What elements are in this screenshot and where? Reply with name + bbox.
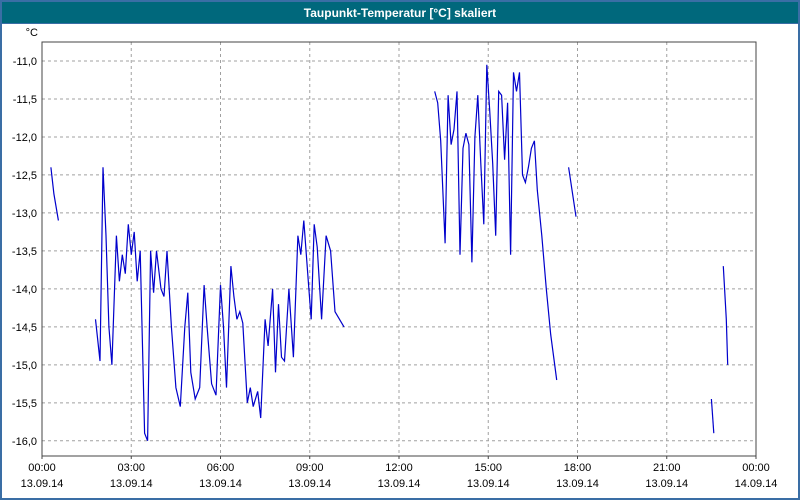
y-tick-label: -11,0 (13, 56, 37, 68)
x-tick-time-label: 15:00 (474, 462, 502, 474)
x-tick-time-label: 18:00 (564, 462, 592, 474)
x-tick-time-label: 00:00 (742, 462, 770, 474)
y-tick-label: -12,5 (12, 170, 37, 182)
plot-svg: °C -11,0 -11,5 -12,0 -12,5 -13,0 -13,5 -14,0 -14… (12, 27, 778, 490)
y-tick-label: -15,0 (12, 360, 37, 372)
y-axis-unit-label: °C (26, 27, 38, 39)
y-tick-label: -12,0 (12, 132, 37, 144)
data-line-segment (50, 167, 59, 221)
y-tick-label: -11,5 (13, 94, 37, 106)
x-tick-date-label: 13.09.14 (288, 478, 331, 490)
chart-title: Taupunkt-Temperatur [°C] skaliert (303, 6, 497, 20)
y-tick-label: -16,0 (12, 436, 37, 448)
x-tick-date-label: 13.09.14 (556, 478, 599, 490)
data-line-segment (710, 398, 715, 434)
x-tick-time-label: 21:00 (653, 462, 681, 474)
title-bar: Taupunkt-Temperatur [°C] skaliert (2, 2, 798, 24)
y-tick-label: -13,5 (12, 246, 37, 258)
data-line-segment (94, 167, 345, 442)
x-tick-date-label: 13.09.14 (645, 478, 688, 490)
x-tick-time-label: 12:00 (385, 462, 413, 474)
y-tick-label: -14,5 (12, 322, 37, 334)
x-tick-time-label: 03:00 (117, 462, 145, 474)
data-line-segment (722, 266, 729, 365)
x-tick-date-label: 13.09.14 (378, 478, 421, 490)
data-line-segment (434, 64, 558, 381)
x-tick-time-label: 00:00 (28, 462, 56, 474)
chart-area: °C -11,0 -11,5 -12,0 -12,5 -13,0 -13,5 -14,0 -14… (2, 24, 798, 497)
x-tick-date-label: 13.09.14 (21, 478, 64, 490)
x-tick-date-label: 13.09.14 (110, 478, 153, 490)
data-line-segment (568, 167, 577, 217)
x-tick-date-label: 14.09.14 (735, 478, 778, 490)
y-tick-label: -15,5 (12, 398, 37, 410)
y-tick-label: -13,0 (12, 208, 37, 220)
x-tick-date-label: 13.09.14 (467, 478, 510, 490)
y-tick-label: -14,0 (12, 284, 37, 296)
x-tick-date-label: 13.09.14 (199, 478, 242, 490)
x-tick-time-label: 09:00 (296, 462, 324, 474)
x-tick-time-label: 06:00 (207, 462, 235, 474)
